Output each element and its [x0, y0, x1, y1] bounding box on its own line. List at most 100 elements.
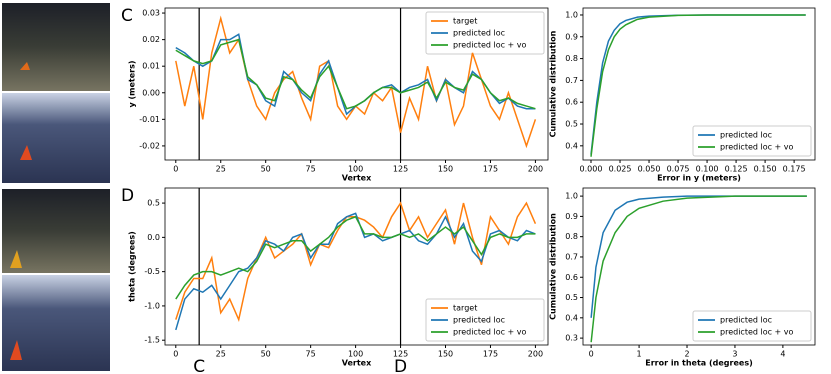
- legend-label: target: [453, 17, 477, 26]
- photo: [2, 93, 110, 183]
- x-tick-label: 125: [393, 165, 408, 174]
- y-tick-label: 0.6: [565, 98, 578, 107]
- x-tick-label: 2: [684, 350, 689, 359]
- legend-label: predicted loc: [453, 29, 505, 38]
- x-tick-label: 0: [173, 350, 178, 359]
- y-tick-label: 0.01: [142, 62, 160, 71]
- y-axis-label: theta (degrees): [128, 231, 137, 302]
- x-tick-label: 100: [348, 165, 363, 174]
- marker-label: D: [394, 357, 407, 374]
- photos: [2, 3, 110, 371]
- photo: [2, 189, 110, 273]
- x-tick-label: 50: [261, 165, 271, 174]
- x-tick-label: 25: [216, 350, 226, 359]
- y-axis-label: y (meters): [128, 60, 137, 107]
- x-tick-label: 25: [216, 165, 226, 174]
- x-axis-label: Error in y (meters): [657, 174, 741, 183]
- series-line: [175, 215, 536, 300]
- marker-label: C: [193, 357, 205, 374]
- y-tick-label: 0.3: [565, 334, 578, 343]
- x-tick-label: 0.025: [609, 165, 632, 174]
- x-tick-label: 0.075: [667, 165, 690, 174]
- y-tick-label: 1.0: [565, 10, 578, 19]
- x-tick-label: 0.100: [696, 165, 719, 174]
- y-tick-label: -0.01: [139, 115, 160, 124]
- chart: 0.000 0.025 0.050 0.075 0.100 0.125 0.150 0.175…: [549, 7, 816, 183]
- x-axis-label: Vertex: [342, 359, 372, 368]
- x-tick-label: 125: [393, 350, 408, 359]
- x-tick-label: 0.000: [580, 165, 603, 174]
- x-tick-label: 0: [173, 165, 178, 174]
- y-axis-label: Cumulative distribution: [549, 213, 558, 320]
- legend-box: [425, 11, 545, 55]
- legend-label: target: [453, 304, 477, 313]
- x-tick-label: 200: [528, 350, 543, 359]
- y-tick-label: 0.02: [142, 35, 160, 44]
- legend-label: predicted loc: [720, 316, 772, 325]
- legend-label: predicted loc + vo: [720, 328, 794, 337]
- x-axis-label: Error in theta (degrees): [645, 359, 753, 368]
- legend-label: predicted loc + vo: [453, 328, 527, 337]
- chart: 0 25 50 75 100 125 150 175 200 -0.02 -0.01 0.00 0.01…: [121, 6, 549, 183]
- legend-box: [692, 310, 812, 342]
- y-tick-label: -1.5: [144, 336, 160, 345]
- series-line: [590, 195, 807, 318]
- plot-frame: [164, 187, 549, 346]
- y-tick-label: 0.8: [565, 232, 578, 241]
- cone: [10, 250, 22, 268]
- plot-frame: [582, 7, 816, 161]
- y-axis-label: Cumulative distribution: [549, 30, 558, 137]
- cone: [20, 62, 30, 70]
- x-tick-label: 200: [528, 165, 543, 174]
- y-tick-label: 0.9: [565, 32, 578, 41]
- y-tick-label: 0.7: [565, 252, 578, 261]
- y-tick-label: 0.4: [565, 313, 578, 322]
- chart: 0 25 50 75 100 125 150 175 200 -1.5 -1.0 -0.5 0.0 0.5…: [121, 186, 549, 374]
- y-tick-label: -0.5: [144, 267, 160, 276]
- plot-frame: [164, 7, 549, 161]
- legend-box: [425, 298, 545, 342]
- cone: [10, 340, 22, 360]
- y-tick-label: 0.0: [147, 233, 160, 242]
- x-tick-label: 1: [637, 350, 642, 359]
- y-tick-label: 0.7: [565, 76, 578, 85]
- y-tick-label: -1.0: [144, 301, 160, 310]
- x-tick-label: 100: [348, 350, 363, 359]
- series-line: [175, 212, 536, 331]
- y-tick-label: 0.9: [565, 212, 578, 221]
- y-tick-label: 0.5: [565, 293, 578, 302]
- photo: [2, 3, 110, 91]
- x-tick-label: 175: [483, 350, 498, 359]
- y-tick-label: 0.03: [142, 9, 160, 18]
- x-tick-label: 0: [589, 350, 594, 359]
- x-tick-label: 0.050: [638, 165, 661, 174]
- legend-label: predicted loc: [720, 131, 772, 140]
- x-tick-label: 0.150: [754, 165, 777, 174]
- x-tick-label: 75: [306, 350, 316, 359]
- legend-label: predicted loc: [453, 316, 505, 325]
- x-axis-label: Vertex: [342, 174, 372, 183]
- cone: [20, 145, 32, 160]
- panel-label: C: [121, 6, 133, 26]
- legend-box: [692, 125, 812, 157]
- y-tick-label: 1.0: [565, 192, 578, 201]
- panel-label: D: [121, 186, 134, 206]
- y-tick-label: 0.8: [565, 54, 578, 63]
- x-tick-label: 4: [780, 350, 785, 359]
- y-tick-label: 0.5: [565, 120, 578, 129]
- x-tick-label: 75: [306, 165, 316, 174]
- x-tick-label: 3: [732, 350, 737, 359]
- legend-label: predicted loc + vo: [720, 143, 794, 152]
- y-tick-label: 0.6: [565, 273, 578, 282]
- x-tick-label: 150: [438, 350, 453, 359]
- series-line: [590, 14, 806, 157]
- x-tick-label: 0.175: [783, 165, 806, 174]
- y-tick-label: 0.4: [565, 141, 578, 150]
- x-tick-label: 50: [261, 350, 271, 359]
- x-tick-label: 150: [438, 165, 453, 174]
- x-tick-label: 175: [483, 165, 498, 174]
- x-tick-label: 0.125: [725, 165, 748, 174]
- series-line: [590, 195, 807, 343]
